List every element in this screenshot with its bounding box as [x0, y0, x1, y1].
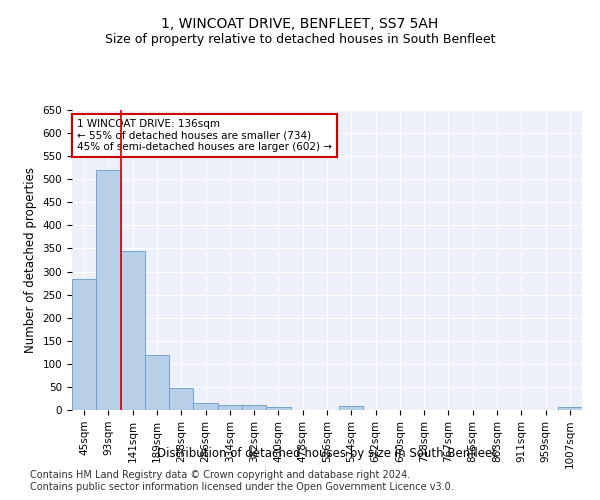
Bar	[339, 406, 364, 410]
Bar	[121, 251, 145, 410]
Text: Size of property relative to detached houses in South Benfleet: Size of property relative to detached ho…	[105, 32, 495, 46]
Text: Contains HM Land Registry data © Crown copyright and database right 2024.: Contains HM Land Registry data © Crown c…	[30, 470, 410, 480]
Y-axis label: Number of detached properties: Number of detached properties	[24, 167, 37, 353]
Bar	[96, 170, 121, 410]
Text: 1, WINCOAT DRIVE, BENFLEET, SS7 5AH: 1, WINCOAT DRIVE, BENFLEET, SS7 5AH	[161, 18, 439, 32]
Bar	[266, 407, 290, 410]
Bar	[145, 354, 169, 410]
Text: 1 WINCOAT DRIVE: 136sqm
← 55% of detached houses are smaller (734)
45% of semi-d: 1 WINCOAT DRIVE: 136sqm ← 55% of detache…	[77, 119, 332, 152]
Bar	[218, 405, 242, 410]
Bar	[558, 407, 582, 410]
Text: Distribution of detached houses by size in South Benfleet: Distribution of detached houses by size …	[157, 448, 497, 460]
Bar	[169, 388, 193, 410]
Bar	[193, 402, 218, 410]
Bar	[72, 280, 96, 410]
Text: Contains public sector information licensed under the Open Government Licence v3: Contains public sector information licen…	[30, 482, 454, 492]
Bar	[242, 406, 266, 410]
